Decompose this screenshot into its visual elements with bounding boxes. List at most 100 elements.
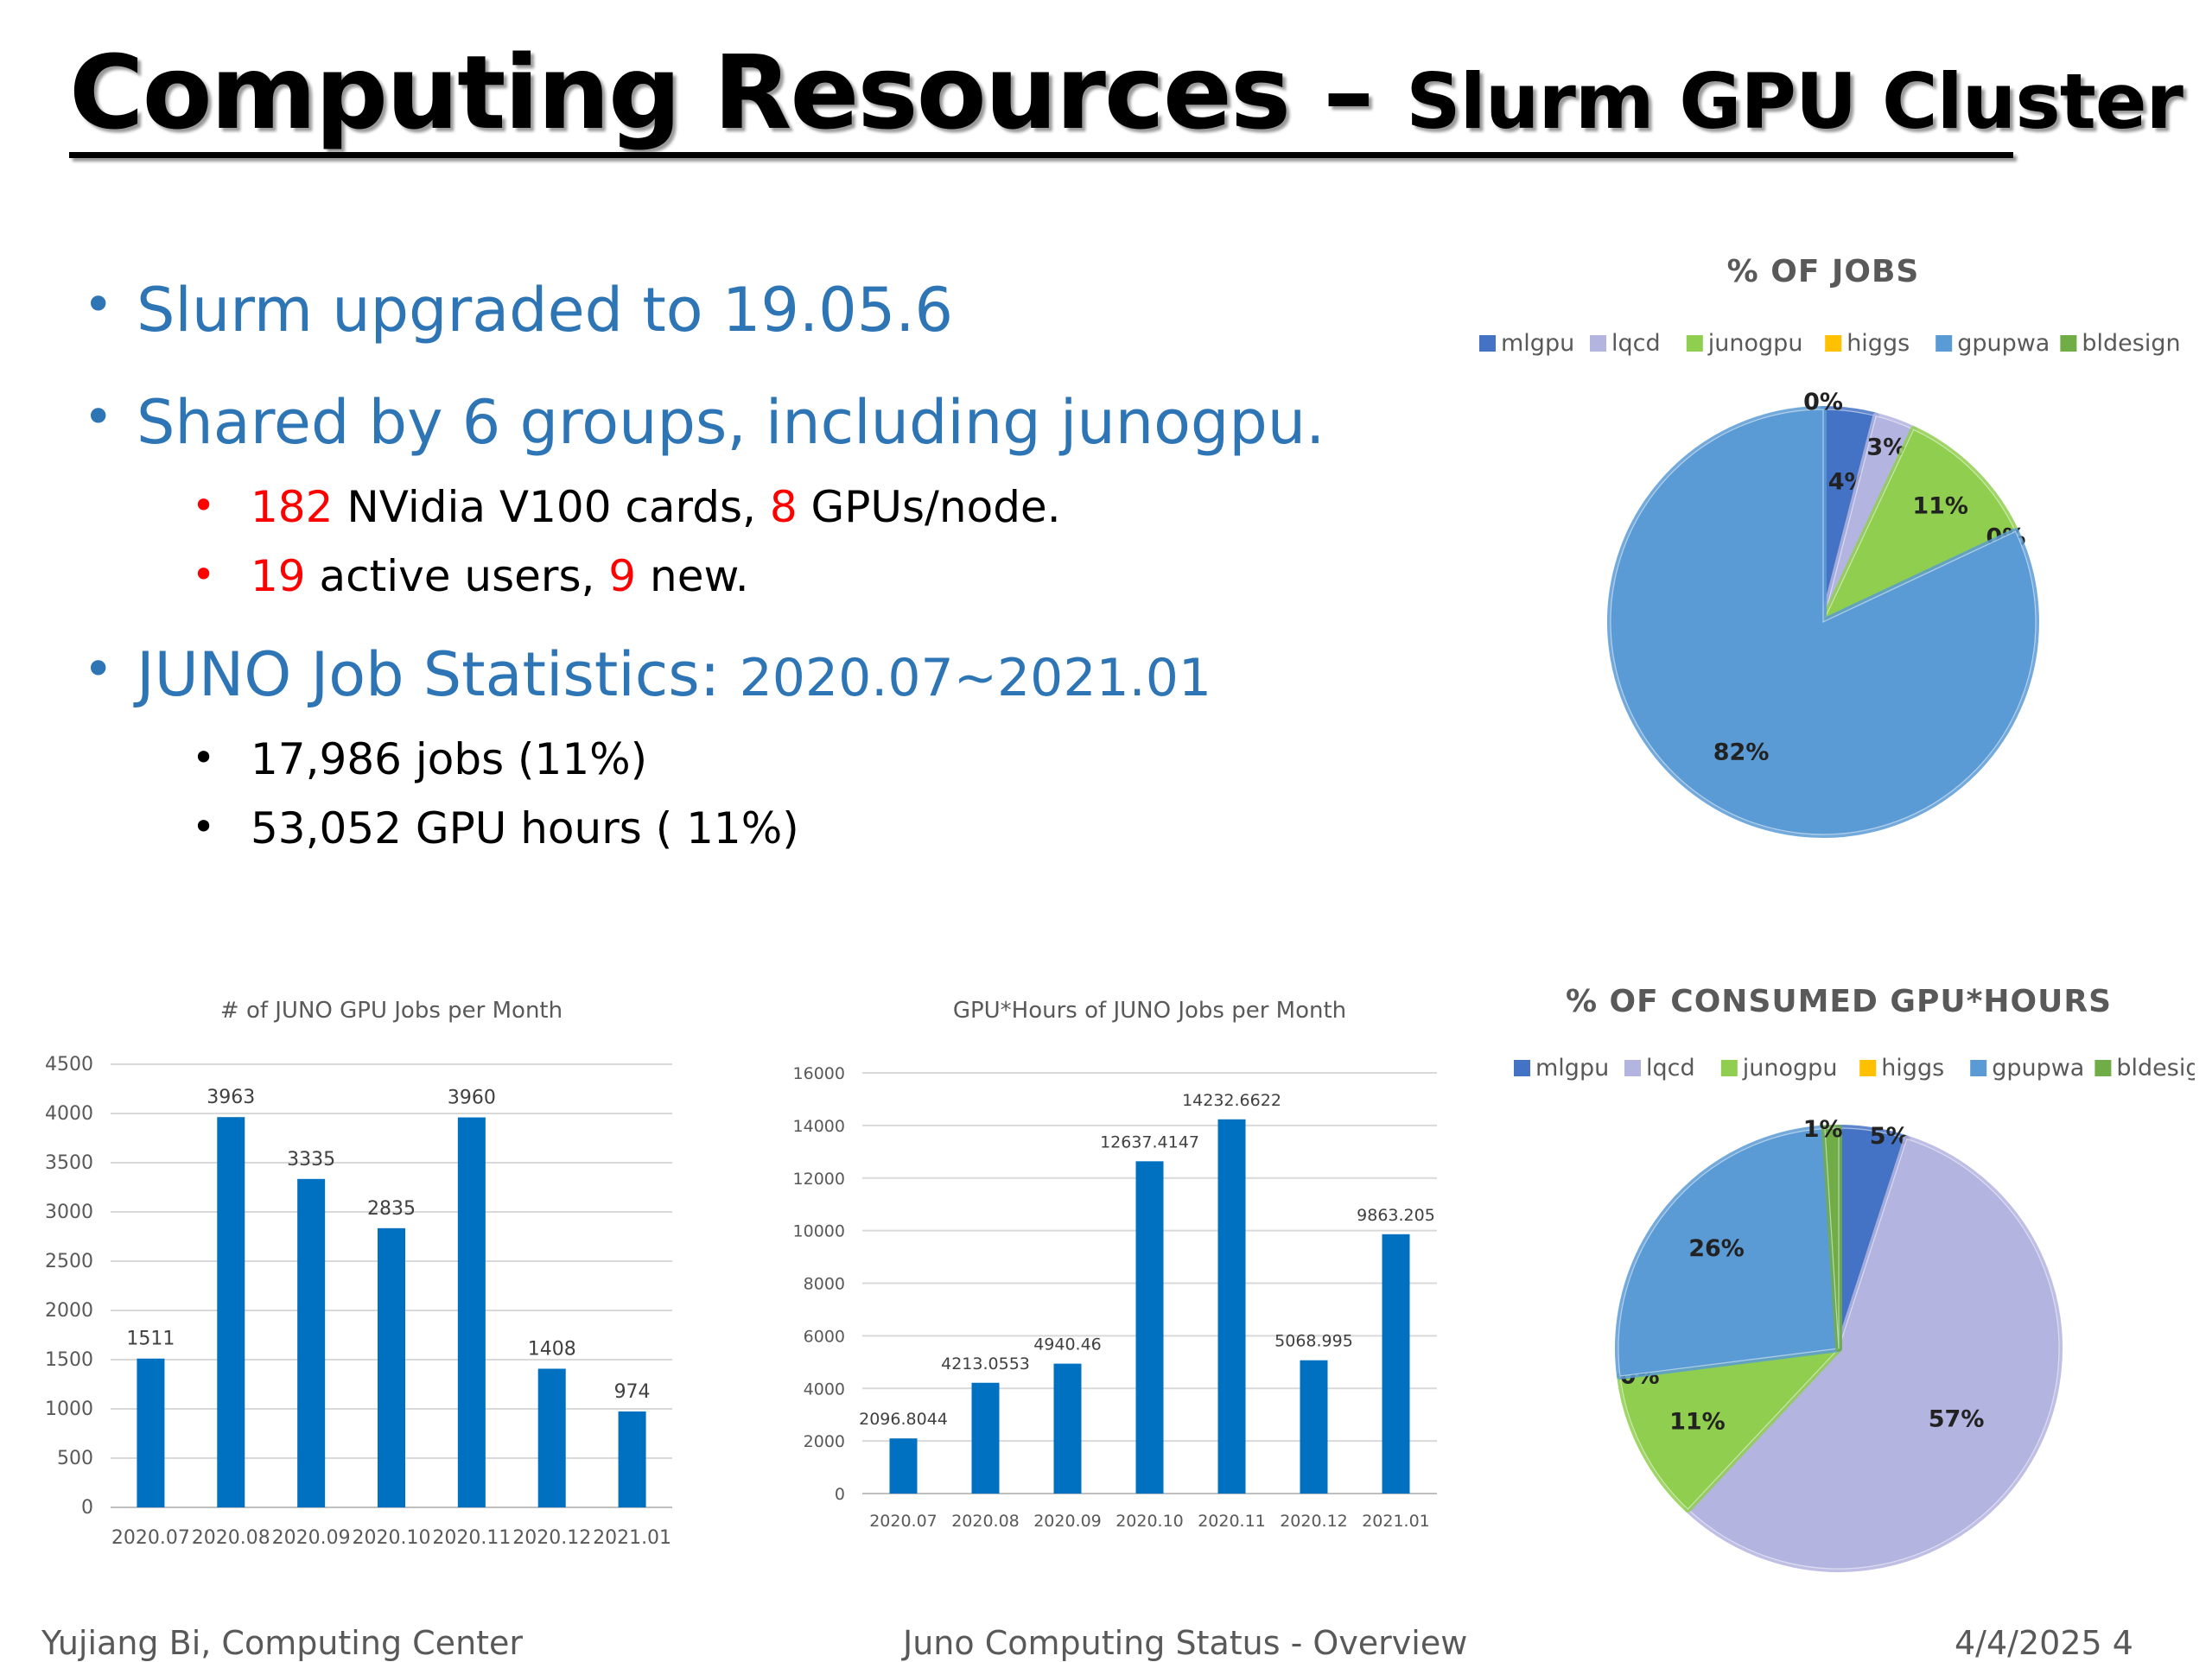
y-tick-label-500: 500 (57, 1448, 93, 1469)
subbullet-dot: • (192, 482, 216, 529)
legend-swatch-gpupwa (1936, 335, 1953, 352)
data-label-junogpu: 11% (1669, 1408, 1726, 1435)
x-tick-label-2020-09: 2020.09 (272, 1527, 351, 1546)
bullet-text: Shared by 6 groups, including junogpu. (137, 387, 1325, 458)
bar-2020-10 (1135, 1161, 1164, 1494)
bar-2021-01 (1382, 1234, 1410, 1494)
legend-swatch-bldesign (2060, 335, 2077, 352)
legend-label-bldesign: bldesign (2116, 1055, 2195, 1082)
y-tick-label-4500: 4500 (45, 1054, 93, 1075)
y-tick-label-3500: 3500 (45, 1152, 93, 1174)
bar-2020-10 (378, 1227, 405, 1507)
subbullet-text: 17,986 jobs (11%) (251, 734, 648, 784)
bullet-text: Slurm upgraded to 19.05.6 (137, 275, 954, 346)
chart-title: % OF JOBS (1727, 254, 1920, 289)
bullet-dot: • (83, 275, 114, 335)
legend-swatch-lqcd (1624, 1060, 1641, 1076)
y-tick-label-2000: 2000 (804, 1432, 845, 1451)
x-tick-label-2020-07: 2020.07 (111, 1527, 190, 1546)
legend-swatch-higgs (1859, 1060, 1877, 1076)
legend-label-mlgpu: mlgpu (1535, 1055, 1609, 1082)
legend-swatch-lqcd (1590, 335, 1606, 352)
y-tick-label-4000: 4000 (45, 1103, 93, 1125)
new-text: new. (636, 551, 749, 601)
pie-chart-jobs: % OF JOBS mlgpu lqcd junogpu higgs gpupwa blde… (1479, 254, 2181, 838)
chart-title: % OF CONSUMED GPU*HOURS (1566, 984, 2112, 1019)
legend-label-higgs: higgs (1881, 1055, 1944, 1082)
subbullet-jobs: • 17,986 jobs (11%) (192, 734, 648, 784)
legend-swatch-mlgpu (1514, 1060, 1530, 1076)
bullet-text: JUNO Job Statistics: (137, 639, 740, 710)
y-tick-label-6000: 6000 (804, 1327, 845, 1346)
data-label-bldesign: 0% (1803, 389, 1843, 416)
bar-value-label-2020-11: 14232.6622 (1182, 1091, 1281, 1110)
y-tick-label-0: 0 (835, 1485, 845, 1504)
bullet-slurm-upgrade: • Slurm upgraded to 19.05.6 (83, 275, 954, 346)
bar-2020-08 (971, 1382, 1000, 1494)
bar-value-label-2020-07: 2096.8044 (859, 1410, 948, 1429)
bar-value-label-2020-10: 12637.4147 (1100, 1132, 1199, 1151)
bar-value-label-2020-12: 5068.995 (1274, 1332, 1353, 1351)
pie-slice-face-junogpu (1619, 1348, 1840, 1510)
bar-2020-09 (297, 1178, 326, 1507)
legend-label-gpupwa: gpupwa (1957, 330, 2050, 357)
bar-value-label-2020-07: 1511 (126, 1329, 175, 1350)
bar-2020-07 (889, 1438, 918, 1494)
bar-value-label-2020-08: 4213.0553 (941, 1354, 1030, 1373)
pie-slice-face-lqcd (1687, 1138, 2060, 1570)
x-tick-label-2020-10: 2020.10 (353, 1527, 431, 1546)
slide-title: Computing Resources – Slurm GPU Cluster (69, 33, 2183, 152)
bar-value-label-2021-01: 9863.205 (1357, 1206, 1435, 1225)
legend-label-higgs: higgs (1847, 330, 1910, 357)
chart-title: # of JUNO GPU Jobs per Month (220, 998, 563, 1024)
y-tick-label-0: 0 (81, 1497, 93, 1519)
legend-label-junogpu: junogpu (1707, 330, 1803, 357)
footer-title: Juno Computing Status - Overview (903, 1624, 1468, 1662)
subbullet-gpu-hours: • 53,052 GPU hours ( 11%) (192, 803, 799, 853)
x-tick-label-2020-08: 2020.08 (192, 1527, 270, 1546)
data-label-bldesign: 1% (1803, 1116, 1843, 1143)
y-tick-label-12000: 12000 (793, 1170, 845, 1189)
data-label-gpupwa: 82% (1713, 739, 1770, 766)
bar-value-label-2020-11: 3960 (448, 1088, 496, 1109)
x-tick-label-2020-09: 2020.09 (1033, 1512, 1102, 1531)
legend-label-mlgpu: mlgpu (1501, 330, 1574, 357)
x-tick-label-2020-12: 2020.12 (1280, 1512, 1348, 1531)
pie-slice-face-gpupwa (1610, 409, 2037, 835)
legend-label-bldesign: bldesign (2082, 330, 2180, 357)
y-tick-label-14000: 14000 (793, 1117, 845, 1136)
bullet-dot: • (83, 387, 114, 447)
pie-slice-face-bldesign (1824, 1127, 1840, 1349)
pie-slice-face-gpupwa (1618, 1127, 1840, 1377)
subbullet-dot: • (192, 551, 216, 598)
legend-swatch-junogpu (1720, 1060, 1738, 1076)
bar-2021-01 (618, 1411, 646, 1507)
legend-label-junogpu: junogpu (1742, 1055, 1838, 1082)
legend-label-gpupwa: gpupwa (1992, 1055, 2084, 1082)
legend-swatch-mlgpu (1479, 335, 1496, 352)
legend-label-lqcd: lqcd (1646, 1055, 1695, 1082)
bullet-shared-groups: • Shared by 6 groups, including junogpu. (83, 387, 1325, 458)
bar-value-label-2020-10: 2835 (367, 1198, 416, 1220)
y-tick-label-16000: 16000 (793, 1064, 845, 1083)
data-label-gpupwa: 26% (1688, 1235, 1745, 1262)
pie-slice-face-junogpu (1821, 428, 2017, 624)
bullet-job-stats: • JUNO Job Statistics: 2020.07~2021.01 (83, 639, 1212, 710)
bar-2020-07 (137, 1358, 165, 1507)
y-tick-label-2000: 2000 (45, 1300, 93, 1322)
bar-2020-11 (1217, 1119, 1246, 1494)
x-tick-label-2020-08: 2020.08 (951, 1512, 1020, 1531)
data-label-lqcd: 57% (1929, 1405, 1985, 1432)
x-tick-label-2020-07: 2020.07 (869, 1512, 938, 1531)
subbullet-dot: • (192, 734, 216, 781)
y-tick-label-8000: 8000 (804, 1275, 845, 1294)
x-tick-label-2020-11: 2020.11 (1198, 1512, 1266, 1531)
y-tick-label-10000: 10000 (793, 1222, 845, 1241)
subbullet-dot: • (192, 803, 216, 850)
stats-range: 2020.07~2021.01 (739, 648, 1212, 708)
x-tick-label-2020-12: 2020.12 (512, 1527, 591, 1546)
bar-value-label-2021-01: 974 (614, 1381, 651, 1403)
x-tick-label-2020-11: 2020.11 (432, 1527, 511, 1546)
bar-chart-gpu-hours: GPU*Hours of JUNO Jobs per Month 0 2000 400… (793, 998, 1437, 1531)
footer-author: Yujiang Bi, Computing Center (41, 1624, 524, 1662)
